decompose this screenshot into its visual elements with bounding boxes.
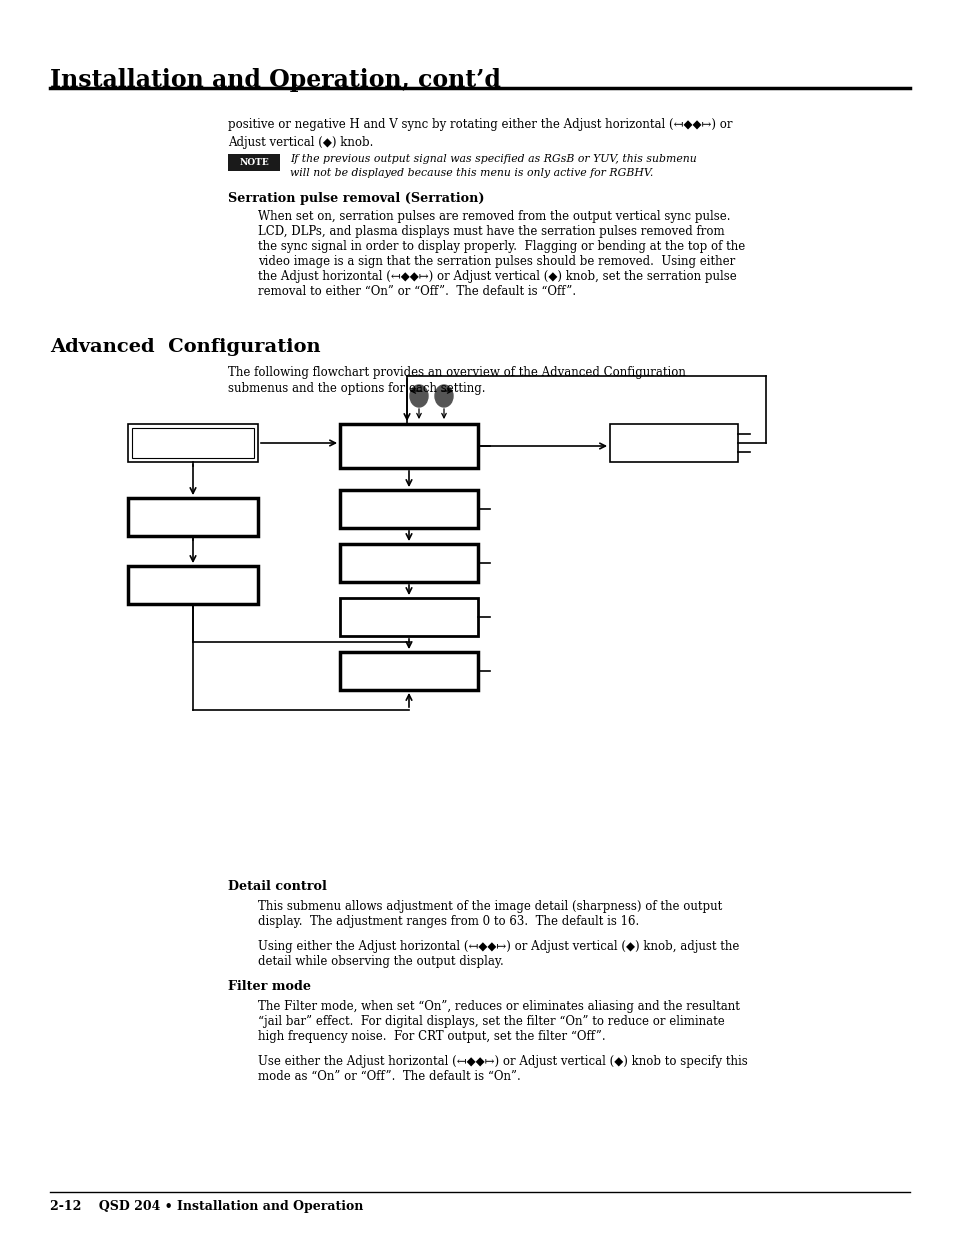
Text: Installation and Operation, cont’d: Installation and Operation, cont’d [50,68,500,91]
Text: The Filter mode, when set “On”, reduces or eliminates aliasing and the resultant: The Filter mode, when set “On”, reduces … [257,1000,740,1013]
Text: 2-12    QSD 204 • Installation and Operation: 2-12 QSD 204 • Installation and Operatio… [50,1200,363,1213]
Text: Use either the Adjust horizontal (↤◆◆↦) or Adjust vertical (◆) knob to specify t: Use either the Adjust horizontal (↤◆◆↦) … [257,1055,747,1068]
Text: Advanced  Configuration: Advanced Configuration [50,338,320,356]
Text: submenus and the options for each setting.: submenus and the options for each settin… [228,382,485,395]
Text: This submenu allows adjustment of the image detail (sharpness) of the output: This submenu allows adjustment of the im… [257,900,721,913]
Ellipse shape [435,385,453,408]
Text: LCD, DLPs, and plasma displays must have the serration pulses removed from: LCD, DLPs, and plasma displays must have… [257,225,724,238]
Text: the sync signal in order to display properly.  Flagging or bending at the top of: the sync signal in order to display prop… [257,240,744,253]
Bar [128,566,257,604]
Text: Serration pulse removal (Serration): Serration pulse removal (Serration) [228,191,484,205]
Text: will not be displayed because this menu is only active for RGBHV.: will not be displayed because this menu … [290,168,653,178]
Text: the Adjust horizontal (↤◆◆↦) or Adjust vertical (◆) knob, set the serration puls: the Adjust horizontal (↤◆◆↦) or Adjust v… [257,270,736,283]
Text: positive or negative H and V sync by rotating either the Adjust horizontal (↤◆◆↦: positive or negative H and V sync by rot… [228,119,732,131]
Text: mode as “On” or “Off”.  The default is “On”.: mode as “On” or “Off”. The default is “O… [257,1070,520,1083]
Bar [339,652,477,690]
Bar [339,490,477,529]
Bar [339,424,477,468]
Text: “jail bar” effect.  For digital displays, set the filter “On” to reduce or elimi: “jail bar” effect. For digital displays,… [257,1015,724,1028]
Bar [132,429,253,458]
Text: high frequency noise.  For CRT output, set the filter “Off”.: high frequency noise. For CRT output, se… [257,1030,605,1044]
Text: Detail control: Detail control [228,881,327,893]
Ellipse shape [410,385,428,408]
Text: detail while observing the output display.: detail while observing the output displa… [257,955,503,968]
Bar [339,598,477,636]
Bar [228,154,280,170]
Text: Adjust vertical (◆) knob.: Adjust vertical (◆) knob. [228,136,373,149]
Bar [339,543,477,582]
Text: NOTE: NOTE [239,158,269,167]
Text: display.  The adjustment ranges from 0 to 63.  The default is 16.: display. The adjustment ranges from 0 to… [257,915,639,927]
Text: Using either the Adjust horizontal (↤◆◆↦) or Adjust vertical (◆) knob, adjust th: Using either the Adjust horizontal (↤◆◆↦… [257,940,739,953]
Text: The following flowchart provides an overview of the Advanced Configuration: The following flowchart provides an over… [228,366,685,379]
Bar [128,424,257,462]
Text: When set on, serration pulses are removed from the output vertical sync pulse.: When set on, serration pulses are remove… [257,210,730,224]
Text: If the previous output signal was specified as RGsB or YUV, this submenu: If the previous output signal was specif… [290,154,696,164]
Bar [609,424,738,462]
Text: Filter mode: Filter mode [228,981,311,993]
Text: removal to either “On” or “Off”.  The default is “Off”.: removal to either “On” or “Off”. The def… [257,285,576,298]
Bar [128,498,257,536]
Text: video image is a sign that the serration pulses should be removed.  Using either: video image is a sign that the serration… [257,254,735,268]
